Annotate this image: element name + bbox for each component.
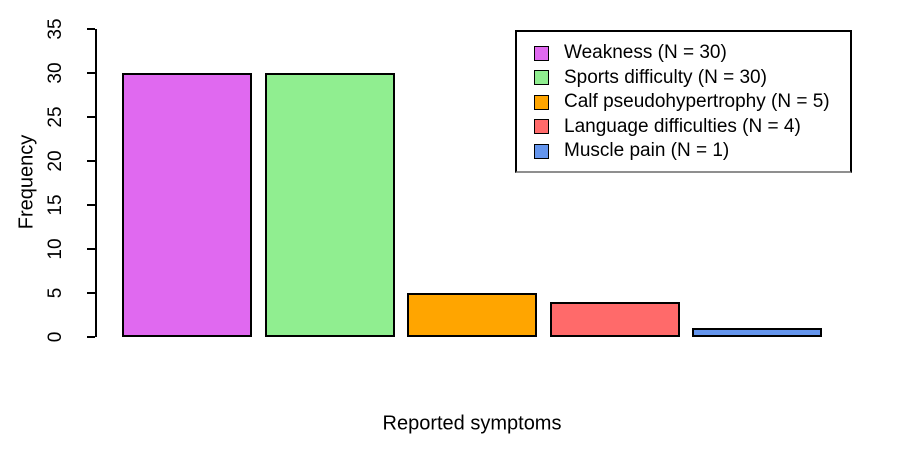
y-tick xyxy=(87,160,95,162)
legend-item-language-difficulties-n-4: Language difficulties (N = 4) xyxy=(517,115,850,140)
legend-swatch-icon xyxy=(534,143,549,159)
legend-item-muscle-pain-n-1: Muscle pain (N = 1) xyxy=(517,139,850,164)
legend-item-label: Muscle pain (N = 1) xyxy=(564,140,730,162)
y-tick xyxy=(87,116,95,118)
legend-swatch-icon xyxy=(534,119,549,135)
y-tick xyxy=(87,248,95,250)
y-tick-label: 10 xyxy=(45,238,66,260)
bar-language-difficulties xyxy=(549,301,680,337)
legend-item-label: Calf pseudohypertrophy (N = 5) xyxy=(564,91,830,113)
bar-sports-difficulty xyxy=(264,73,395,337)
legend-item-label: Sports difficulty (N = 30) xyxy=(564,66,767,88)
y-tick-label: 35 xyxy=(45,18,66,40)
y-tick xyxy=(87,28,95,30)
y-tick xyxy=(87,292,95,294)
legend-items: Weakness (N = 30) Sports difficulty (N = … xyxy=(517,41,850,164)
legend: Weakness (N = 30) Sports difficulty (N = … xyxy=(515,30,852,173)
y-axis-title: Frequency xyxy=(15,134,38,230)
x-axis-title: Reported symptoms xyxy=(382,412,562,435)
legend-item-weakness-n-30: Weakness (N = 30) xyxy=(517,41,850,66)
y-tick-label: 5 xyxy=(45,287,66,299)
y-tick-label: 15 xyxy=(45,194,66,216)
y-tick xyxy=(87,72,95,74)
legend-swatch-icon xyxy=(534,94,549,110)
legend-swatch-icon xyxy=(534,70,549,86)
y-tick-label: 20 xyxy=(45,150,66,172)
y-tick-label: 25 xyxy=(45,106,66,128)
legend-item-label: Weakness (N = 30) xyxy=(564,42,727,64)
y-tick-label: 30 xyxy=(45,62,66,84)
y-tick xyxy=(87,336,95,338)
y-axis-line xyxy=(95,29,97,337)
bar-weakness xyxy=(122,73,252,337)
legend-item-calf-pseudohypertrophy-n-5: Calf pseudohypertrophy (N = 5) xyxy=(517,90,850,115)
y-tick xyxy=(87,204,95,206)
legend-item-sports-difficulty-n-30: Sports difficulty (N = 30) xyxy=(517,66,850,91)
bar-calf-pseudohypertrophy xyxy=(407,293,537,337)
bar-muscle-pain xyxy=(692,328,822,337)
y-tick-label: 0 xyxy=(45,331,66,343)
legend-item-label: Language difficulties (N = 4) xyxy=(564,115,801,137)
legend-swatch-icon xyxy=(534,45,549,61)
